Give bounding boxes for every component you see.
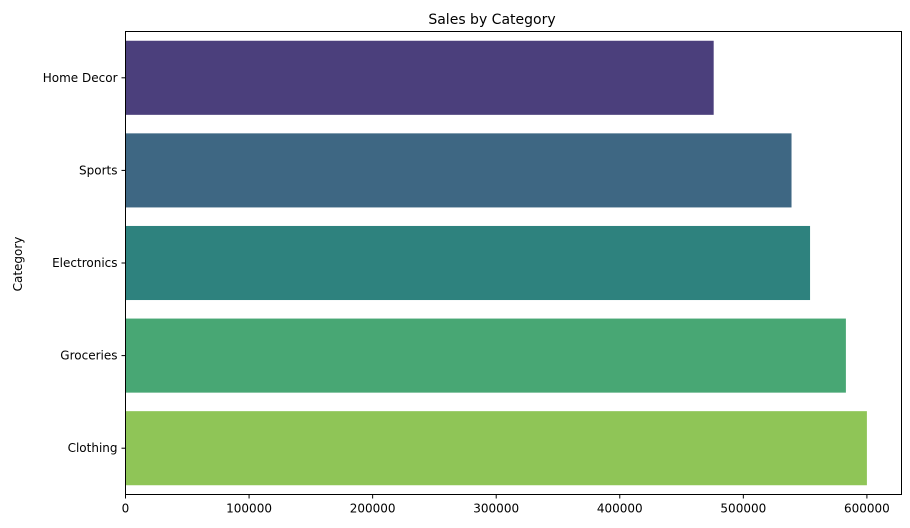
y-tick-label: Home Decor xyxy=(43,71,118,85)
y-tick-label: Sports xyxy=(79,163,117,177)
x-tick-label: 400000 xyxy=(597,502,643,516)
bar-electronics xyxy=(125,225,811,301)
x-tick-label: 100000 xyxy=(226,502,272,516)
y-tick-label: Clothing xyxy=(68,441,118,455)
x-tick-label: 600000 xyxy=(844,502,890,516)
bar-clothing xyxy=(125,411,867,486)
y-tick-label: Groceries xyxy=(60,349,117,363)
y-axis-title: Category xyxy=(11,237,25,292)
x-axis-ticks: 0 100000 200000 300000 400000 500000 600000 xyxy=(122,494,890,516)
x-tick-label: 0 xyxy=(122,502,130,516)
bar-groceries xyxy=(125,318,846,393)
x-tick-label: 200000 xyxy=(350,502,396,516)
x-tick-label: 500000 xyxy=(720,502,766,516)
y-axis-ticks: Home Decor Sports Electronics Groceries Clot… xyxy=(43,71,126,455)
plot-frame xyxy=(125,31,902,495)
bar-sports xyxy=(125,133,792,208)
bars-group xyxy=(125,40,867,486)
y-tick-label: Electronics xyxy=(52,256,117,270)
chart-title: Sales by Category xyxy=(428,12,555,28)
bar-home-decor xyxy=(125,40,714,115)
x-tick-label: 300000 xyxy=(473,502,519,516)
